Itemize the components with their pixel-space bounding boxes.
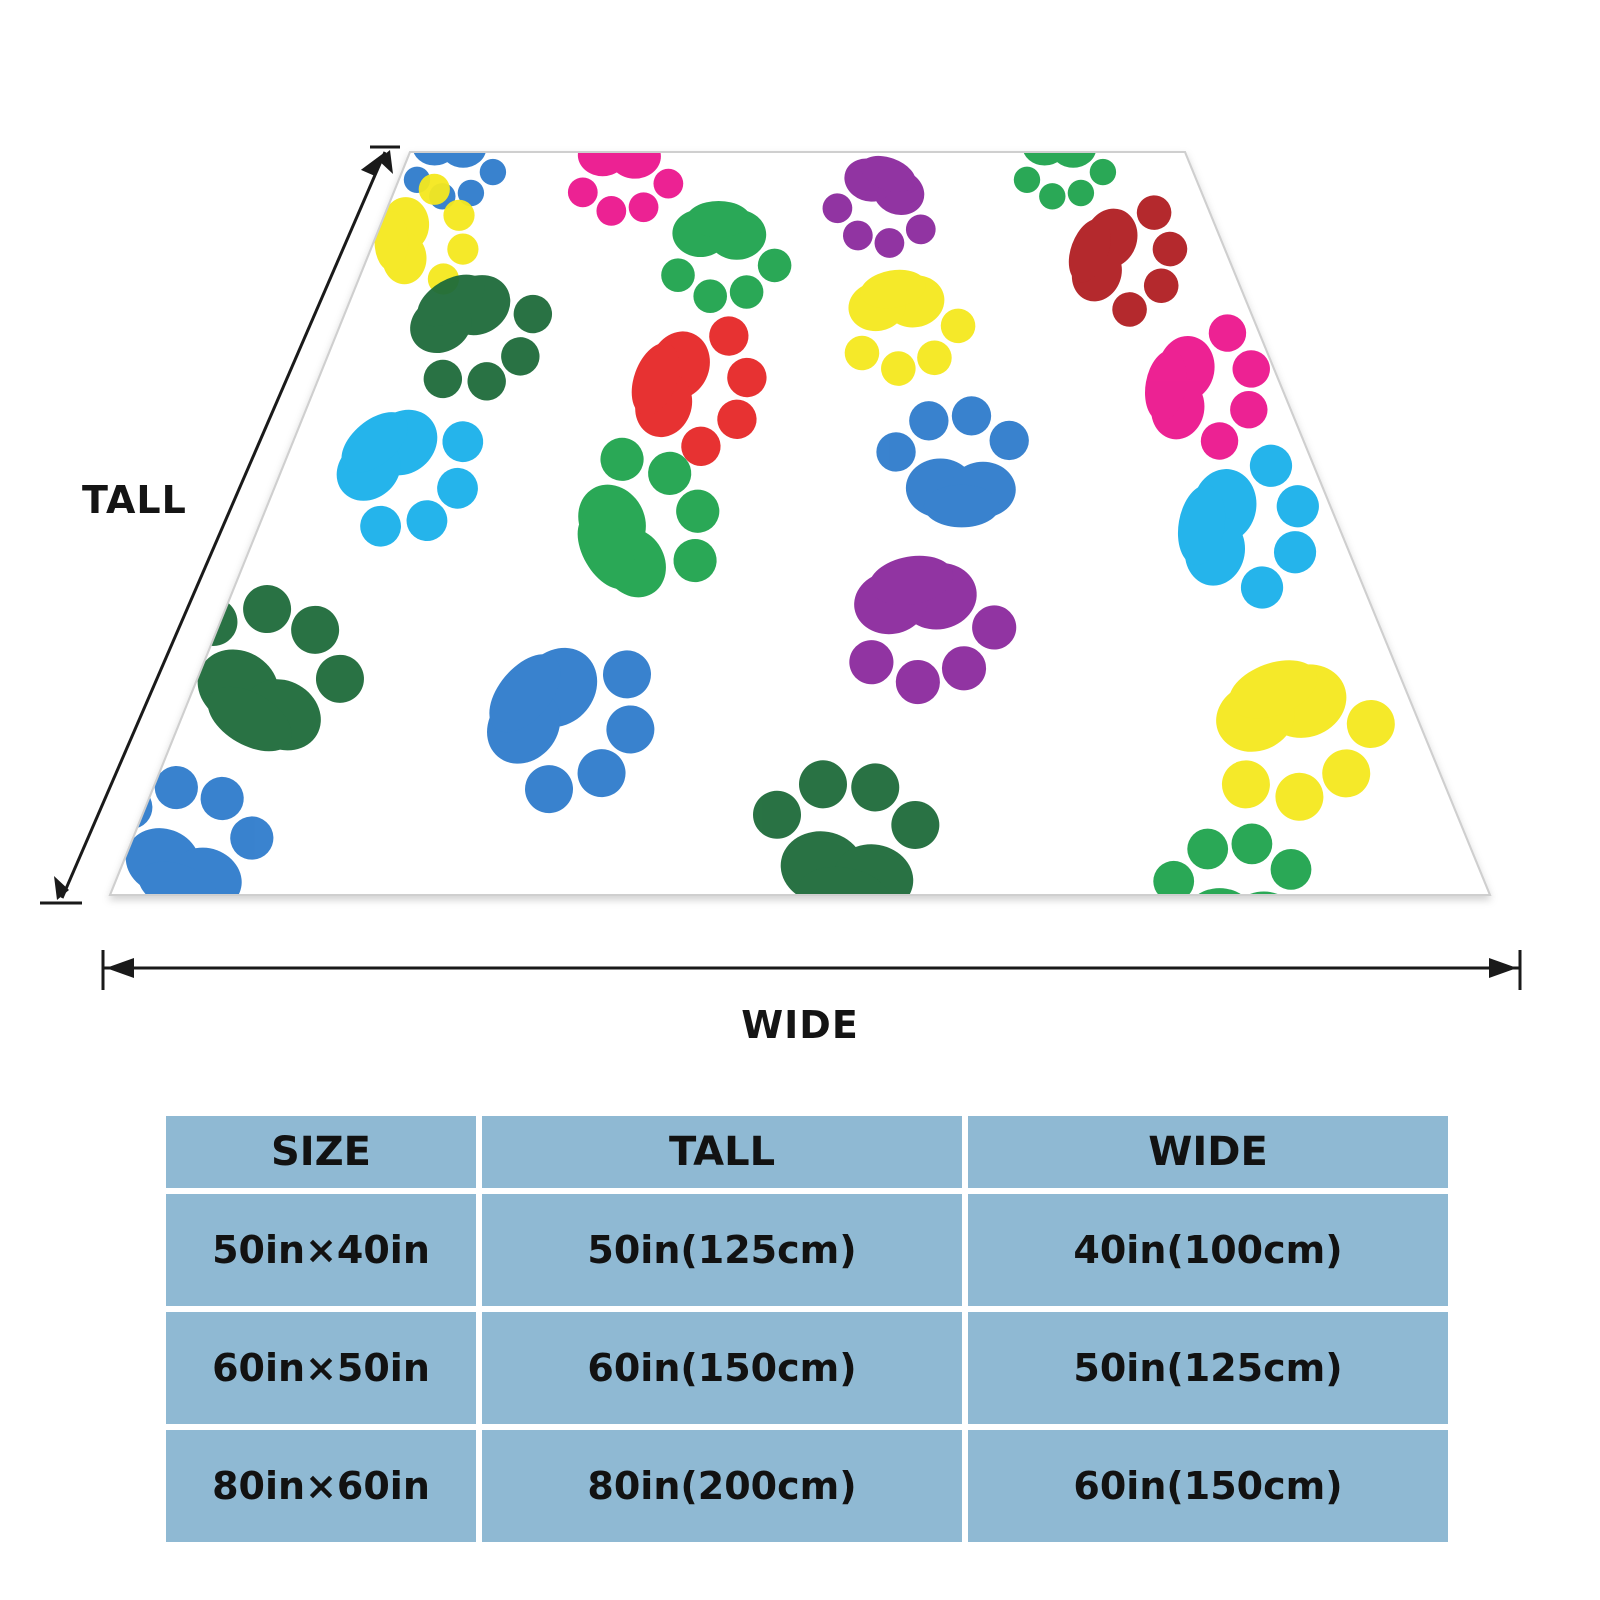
table-row: 50in×40in 50in(125cm) 40in(100cm) xyxy=(166,1194,1448,1306)
tall-cell: 50in(125cm) xyxy=(482,1194,962,1306)
paw-print xyxy=(661,201,792,313)
paw-print xyxy=(336,409,484,547)
paw-print-pattern xyxy=(110,152,1395,895)
paw-print xyxy=(1216,660,1395,821)
wide-cell: 50in(125cm) xyxy=(968,1312,1448,1424)
paw-print xyxy=(844,269,976,386)
tall-cell: 60in(150cm) xyxy=(482,1312,962,1424)
size-table-header-row: SIZE TALL WIDE xyxy=(166,1116,1448,1188)
paw-print xyxy=(487,647,655,814)
table-row: 60in×50in 60in(150cm) 50in(125cm) xyxy=(166,1312,1448,1424)
size-column-header: SIZE xyxy=(166,1116,476,1188)
tall-column-header: TALL xyxy=(482,1116,962,1188)
size-cell: 80in×60in xyxy=(166,1430,476,1542)
paw-print xyxy=(631,316,767,467)
paw-print xyxy=(577,437,720,598)
wide-cell: 40in(100cm) xyxy=(968,1194,1448,1306)
paw-print xyxy=(189,585,364,752)
wide-label: WIDE xyxy=(741,1003,859,1047)
tall-cell: 80in(200cm) xyxy=(482,1430,962,1542)
paw-print xyxy=(1013,152,1117,210)
paw-print xyxy=(753,760,940,895)
paw-print xyxy=(567,152,684,226)
paw-print xyxy=(822,155,936,258)
blanket-illustration xyxy=(40,145,1522,990)
paw-print xyxy=(1153,823,1312,895)
wide-column-header: WIDE xyxy=(968,1116,1448,1188)
tall-label: TALL xyxy=(82,478,187,522)
table-row: 80in×60in 80in(200cm) 60in(150cm) xyxy=(166,1430,1448,1542)
paw-print xyxy=(1068,195,1188,327)
wide-dimension-arrow xyxy=(101,950,1522,990)
wide-cell: 60in(150cm) xyxy=(968,1430,1448,1542)
size-table: SIZE TALL WIDE 50in×40in 50in(125cm) 40i… xyxy=(160,1110,1454,1548)
paw-print xyxy=(876,396,1029,528)
paw-print xyxy=(1177,444,1319,609)
size-cell: 50in×40in xyxy=(166,1194,476,1306)
paw-print xyxy=(410,274,553,401)
paw-print xyxy=(1145,314,1270,460)
size-cell: 60in×50in xyxy=(166,1312,476,1424)
tall-dimension-arrow xyxy=(40,145,400,905)
paw-print xyxy=(849,555,1017,705)
